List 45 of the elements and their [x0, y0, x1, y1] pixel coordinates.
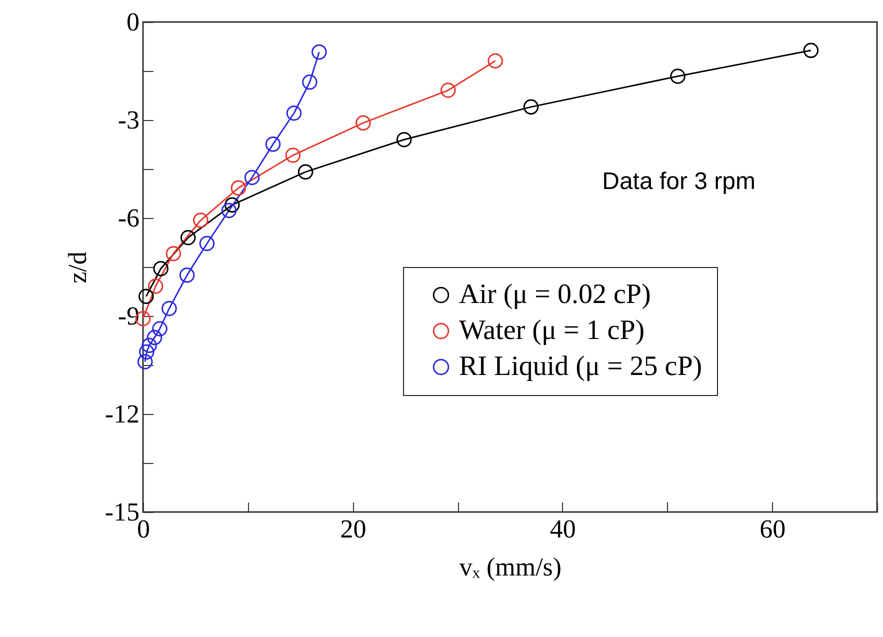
point [803, 42, 819, 58]
point [193, 212, 208, 228]
point [302, 74, 318, 90]
point [224, 197, 240, 213]
point [166, 246, 182, 262]
point [440, 82, 456, 98]
point [488, 53, 503, 68]
y-tick-label: 0 [126, 8, 140, 36]
point [148, 278, 164, 294]
point [221, 202, 237, 218]
point [137, 354, 153, 370]
legend-label: Water (μ = 1 cP) [459, 315, 645, 346]
point [138, 288, 154, 304]
point [180, 230, 196, 246]
y-axis-title: z/d [62, 252, 92, 284]
legend-label: Air (μ = 0.02 cP) [459, 279, 651, 310]
point [396, 132, 412, 148]
x-tick-label: 20 [340, 514, 366, 544]
point [152, 321, 168, 336]
point [670, 68, 686, 84]
point [265, 136, 281, 152]
point [139, 344, 154, 360]
point [312, 44, 327, 60]
x-tick-label: 40 [550, 514, 576, 544]
point [286, 106, 302, 121]
point [523, 99, 539, 115]
x-tick-label: 60 [760, 514, 786, 544]
point [356, 115, 371, 131]
point [146, 330, 162, 346]
point [153, 261, 168, 276]
point [199, 236, 215, 252]
point [162, 300, 177, 316]
annotation: Data for 3 rpm [602, 168, 756, 195]
point [179, 268, 195, 283]
point [244, 170, 260, 186]
point [230, 180, 246, 196]
point [298, 164, 314, 180]
y-tick-label: -12 [104, 400, 140, 428]
legend-label: RI Liquid (μ = 25 cP) [459, 351, 702, 382]
x-axis-title: vₓ (mm/s) [459, 552, 562, 582]
y-tick-label: -6 [118, 204, 140, 232]
point [142, 338, 157, 354]
point [285, 148, 301, 163]
y-tick-label: -15 [104, 498, 140, 526]
y-tick-label: -3 [118, 106, 140, 134]
